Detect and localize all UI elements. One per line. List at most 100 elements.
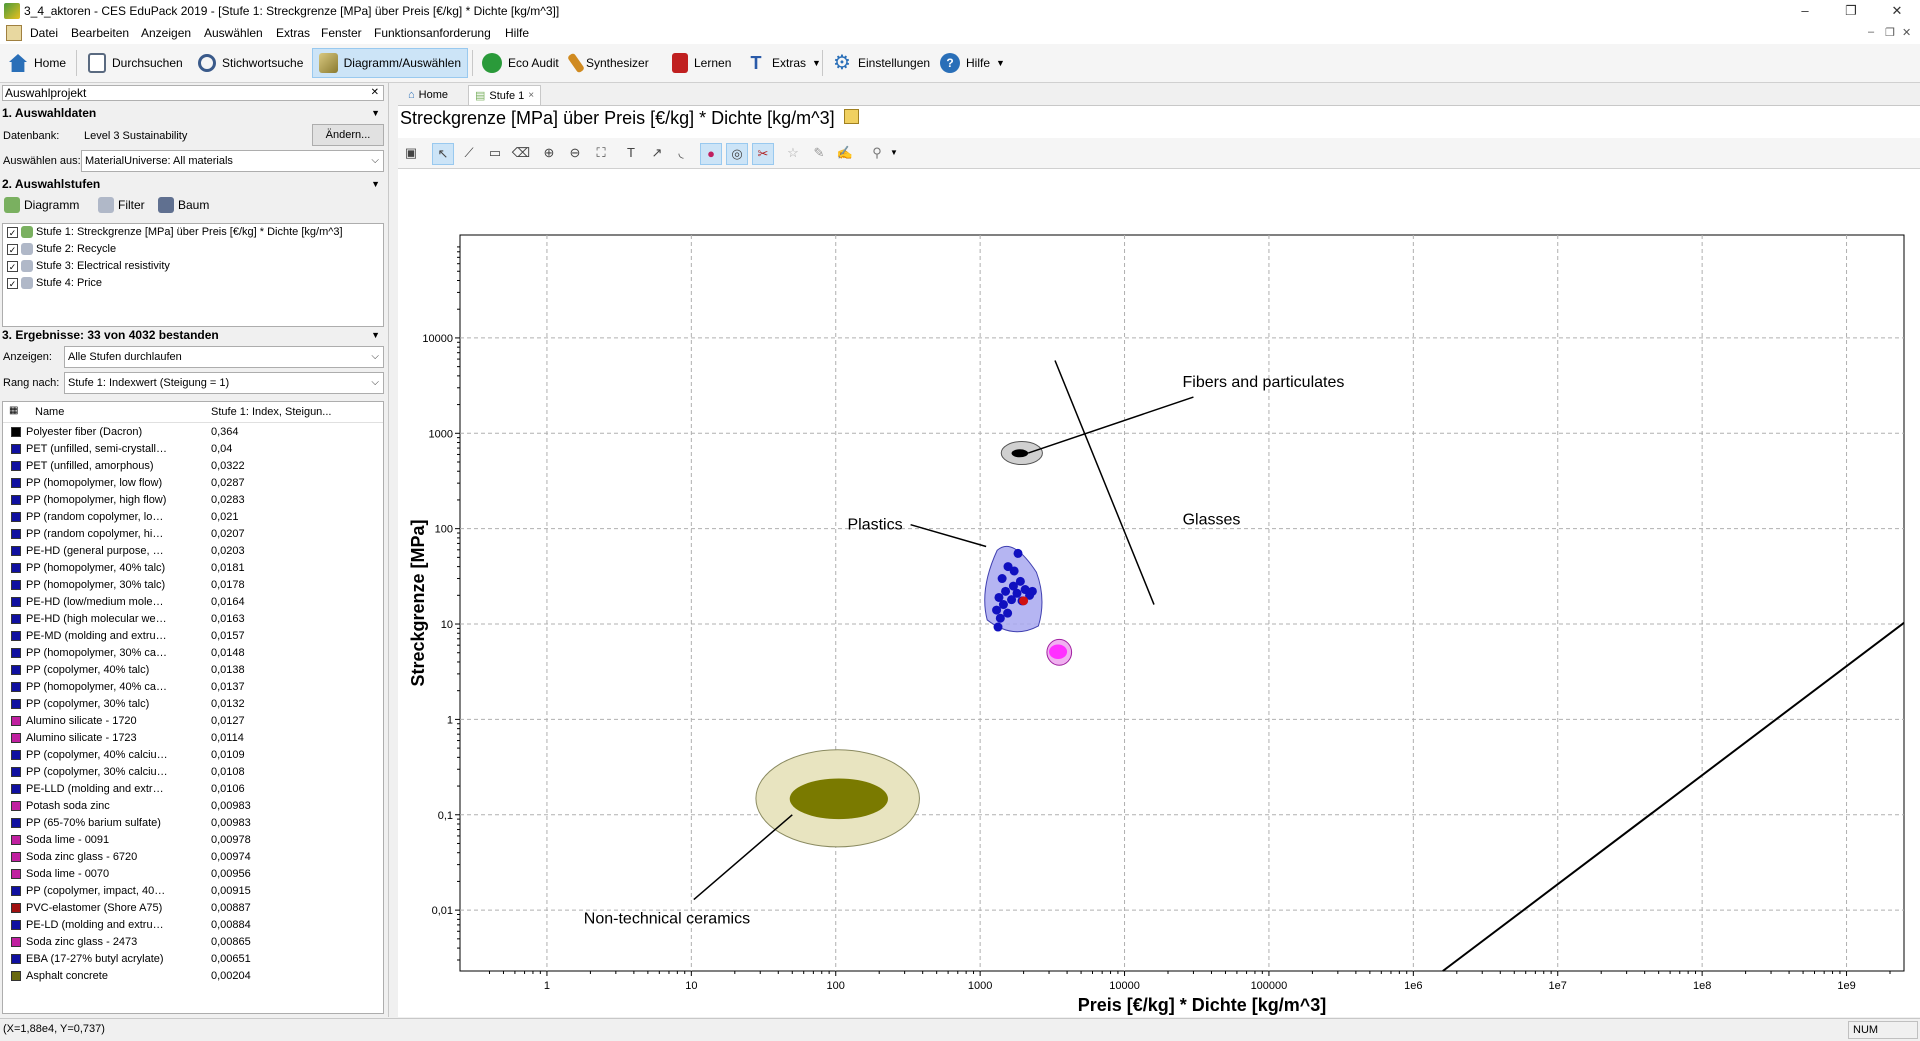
list-item[interactable]: PP (homopolymer, 40% talc) 0,0181	[9, 560, 379, 577]
text-label-icon[interactable]: T	[620, 143, 642, 165]
select-from-combo[interactable]: MaterialUniverse: All materials ⌵	[81, 150, 384, 172]
chevron-down-icon[interactable]: ▼	[890, 148, 898, 157]
mdi-minimize-button[interactable]: –	[1868, 26, 1874, 38]
list-item[interactable]: EBA (17-27% butyl acrylate) 0,00651	[9, 951, 379, 968]
menu-extras[interactable]: Extras	[276, 26, 310, 40]
rank-combo[interactable]: Stufe 1: Indexwert (Steigung = 1) ⌵	[64, 372, 384, 394]
synthesizer-button[interactable]: Synthesizer	[566, 48, 655, 78]
add-chart-stage-button[interactable]: Diagramm	[4, 197, 79, 213]
envelopes-icon[interactable]: ◎	[726, 143, 748, 165]
list-item[interactable]: Soda lime - 0091 0,00978	[9, 832, 379, 849]
list-item[interactable]: Polyester fiber (Dacron) 0,364	[9, 424, 379, 441]
list-item[interactable]: PP (homopolymer, 30% talc) 0,0178	[9, 577, 379, 594]
menu-fenster[interactable]: Fenster	[321, 26, 362, 40]
tab-stufe-1[interactable]: ▤ Stufe 1 ×	[468, 85, 541, 105]
list-item[interactable]: PP (random copolymer, high flow) 0,0207	[9, 526, 379, 543]
list-item[interactable]: PP (homopolymer, 40% calcium carbonate) 0…	[9, 679, 379, 696]
list-item[interactable]: Soda zinc glass - 6720 0,00974	[9, 849, 379, 866]
add-tree-stage-button[interactable]: Baum	[158, 197, 209, 213]
list-item[interactable]: Potash soda zinc 0,00983	[9, 798, 379, 815]
doc-icon[interactable]	[6, 25, 22, 41]
menu-hilfe[interactable]: Hilfe	[505, 26, 529, 40]
stage-checkbox[interactable]: ✓	[7, 278, 18, 289]
menu-bearbeiten[interactable]: Bearbeiten	[71, 26, 129, 40]
list-item[interactable]: Alumino silicate - 1720 0,0127	[9, 713, 379, 730]
change-database-button[interactable]: Ändern...	[312, 124, 384, 146]
tab-home[interactable]: ⌂ Home	[402, 85, 454, 105]
edit-title-icon[interactable]	[844, 109, 859, 124]
close-window-button[interactable]: ✕	[1874, 0, 1920, 22]
list-item[interactable]: PE-HD (low/medium molecular weight) 0,016…	[9, 594, 379, 611]
list-item[interactable]: Asphalt concrete 0,00204	[9, 968, 379, 985]
close-icon[interactable]: ✕	[371, 86, 379, 100]
more-tools-icon[interactable]: ⚲	[866, 143, 888, 165]
hide-failed-icon[interactable]: ✂	[752, 143, 774, 165]
menu-anzeigen[interactable]: Anzeigen	[141, 26, 191, 40]
list-item[interactable]: PET (unfilled, amorphous) 0,0322	[9, 458, 379, 475]
learn-button[interactable]: Lernen	[666, 48, 737, 78]
list-item[interactable]: PP (homopolymer, 30% calcium carbonate) 0…	[9, 645, 379, 662]
zoom-fit-icon[interactable]: ⛶	[590, 143, 612, 165]
column-chooser-icon[interactable]: ▦	[9, 405, 18, 416]
extras-button[interactable]: T Extras ▼	[740, 48, 827, 78]
list-item[interactable]: PP (homopolymer, low flow) 0,0287	[9, 475, 379, 492]
add-filter-stage-button[interactable]: Filter	[98, 197, 145, 213]
close-tab-icon[interactable]: ×	[528, 90, 534, 101]
stage-item[interactable]: ✓ Stufe 2: Recycle	[7, 243, 116, 255]
maximize-button[interactable]: ❐	[1828, 0, 1874, 22]
select-pointer-icon[interactable]: ↖	[432, 143, 454, 165]
list-item[interactable]: PP (homopolymer, high flow) 0,0283	[9, 492, 379, 509]
eco-audit-button[interactable]: Eco Audit	[476, 48, 565, 78]
zoom-in-icon[interactable]: ⊕	[538, 143, 560, 165]
notes-icon[interactable]: ✍	[834, 143, 856, 165]
color-bubbles-icon[interactable]: ●	[700, 143, 722, 165]
menu-auswaehlen[interactable]: Auswählen	[204, 26, 263, 40]
list-item[interactable]: PE-MD (molding and extrusion) 0,0157	[9, 628, 379, 645]
stage-item[interactable]: ✓ Stufe 1: Streckgrenze [MPa] über Preis…	[7, 226, 343, 238]
list-item[interactable]: PET (unfilled, semi-crystalline) 0,04	[9, 441, 379, 458]
list-item[interactable]: Alumino silicate - 1723 0,0114	[9, 730, 379, 747]
stage-checkbox[interactable]: ✓	[7, 244, 18, 255]
section-selection-data[interactable]: 1. Auswahldaten ▼	[2, 104, 384, 122]
list-item[interactable]: Soda zinc glass - 2473 0,00865	[9, 934, 379, 951]
section-results[interactable]: 3. Ergebnisse: 33 von 4032 bestanden ▼	[2, 326, 384, 344]
section-selection-stages[interactable]: 2. Auswahlstufen ▼	[2, 175, 384, 193]
stage-checkbox[interactable]: ✓	[7, 227, 18, 238]
list-item[interactable]: PP (copolymer, 40% calcium carbonate) 0,0…	[9, 747, 379, 764]
list-item[interactable]: PP (copolymer, 30% calcium carbonate) 0,0…	[9, 764, 379, 781]
line-stage-icon[interactable]: ⟋	[458, 143, 480, 165]
list-item[interactable]: PP (copolymer, impact, 40% talc) 0,00915	[9, 883, 379, 900]
arrow-icon[interactable]: ↗	[646, 143, 668, 165]
settings-button[interactable]: ⚙ Einstellungen	[826, 48, 936, 78]
curve-icon[interactable]: ◟	[670, 143, 692, 165]
minimize-button[interactable]: –	[1782, 0, 1828, 22]
mdi-restore-button[interactable]: ❐	[1885, 26, 1895, 39]
stage-item[interactable]: ✓ Stufe 3: Electrical resistivity	[7, 260, 170, 272]
column-name-header[interactable]: Name	[35, 406, 64, 418]
list-item[interactable]: PE-HD (high molecular weight) 0,0163	[9, 611, 379, 628]
column-value-header[interactable]: Stufe 1: Index, Steigun...	[211, 406, 331, 418]
favorite-icon[interactable]: ☆	[782, 143, 804, 165]
box-stage-icon[interactable]: ▭	[484, 143, 506, 165]
chart-properties-icon[interactable]: ▣	[400, 143, 422, 165]
list-item[interactable]: PE-LLD (molding and extrusion) 0,0106	[9, 781, 379, 798]
keyword-search-button[interactable]: Stichwortsuche	[192, 48, 309, 78]
zoom-out-icon[interactable]: ⊖	[564, 143, 586, 165]
list-item[interactable]: PP (random copolymer, low flow) 0,021	[9, 509, 379, 526]
menu-funktionsanforderung[interactable]: Funktionsanforderung	[374, 26, 491, 40]
list-item[interactable]: PP (copolymer, 30% talc) 0,0132	[9, 696, 379, 713]
menu-datei[interactable]: Datei	[30, 26, 58, 40]
plot-area[interactable]	[460, 235, 1904, 971]
ashby-chart[interactable]: 1101001000100001000001e61e71e81e91e100,0…	[398, 169, 1920, 1017]
pencil-icon[interactable]: ✎	[808, 143, 830, 165]
stage-item[interactable]: ✓ Stufe 4: Price	[7, 277, 102, 289]
show-combo[interactable]: Alle Stufen durchlaufen ⌵	[64, 346, 384, 368]
browse-button[interactable]: Durchsuchen	[82, 48, 189, 78]
list-item[interactable]: PE-LD (molding and extrusion) 0,00884	[9, 917, 379, 934]
help-button[interactable]: ? Hilfe ▼	[934, 48, 1011, 78]
home-button[interactable]: Home	[2, 48, 72, 78]
list-item[interactable]: PP (65-70% barium sulfate) 0,00983	[9, 815, 379, 832]
list-item[interactable]: PE-HD (general purpose, molding and extr…	[9, 543, 379, 560]
mdi-close-button[interactable]: ✕	[1902, 26, 1911, 39]
stage-checkbox[interactable]: ✓	[7, 261, 18, 272]
